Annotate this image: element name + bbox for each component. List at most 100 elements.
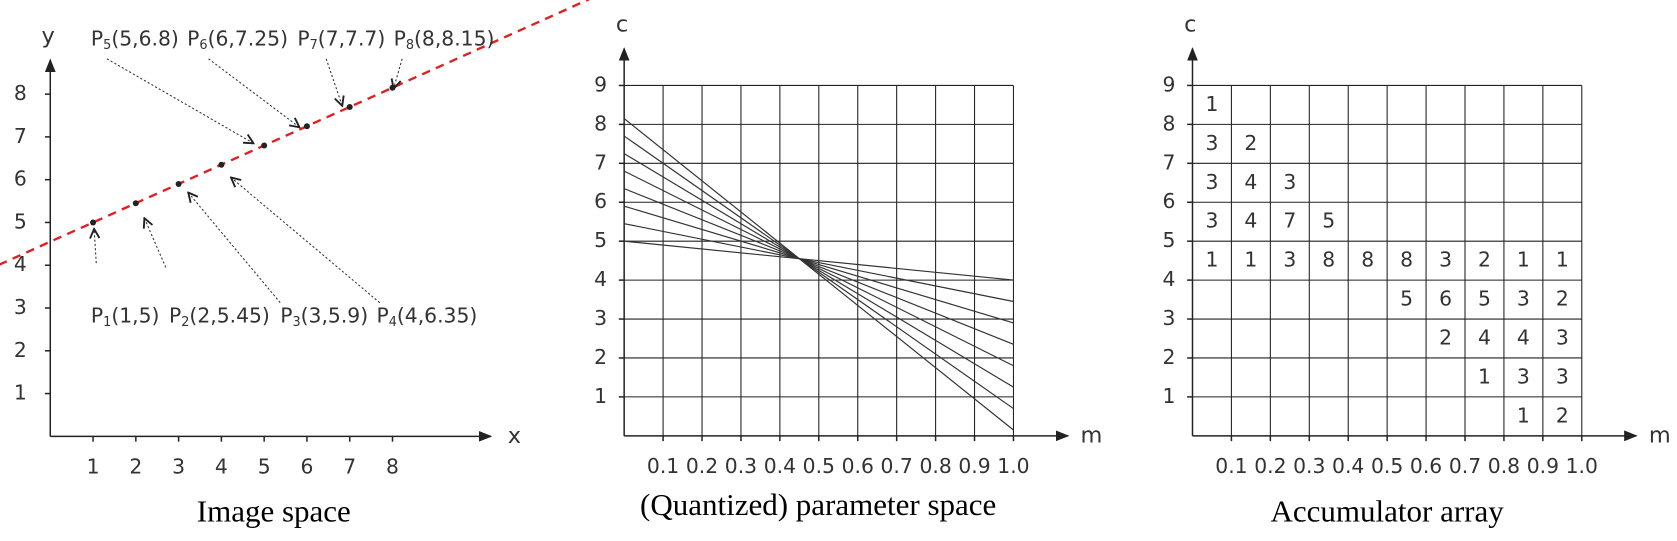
cell-count: 2	[1556, 287, 1569, 311]
pointer-arrow	[94, 229, 96, 264]
y-tick-label: 4	[594, 267, 607, 291]
axis-label: x	[508, 423, 521, 449]
y-tick-label: 7	[594, 150, 607, 174]
cell-count: 3	[1205, 170, 1218, 194]
y-tick-label: 1	[14, 381, 27, 405]
cell-count: 3	[1517, 364, 1530, 388]
parameter-line	[624, 240, 1014, 281]
caption: (Quantized) parameter space	[640, 487, 996, 522]
cell-count: 1	[1205, 92, 1218, 116]
y-tick-label: 1	[1162, 384, 1175, 408]
point-name: P	[394, 27, 406, 51]
cell-count: 5	[1478, 287, 1491, 311]
parameter-line	[623, 118, 1014, 431]
data-point	[90, 219, 97, 226]
cell-count: 2	[1244, 131, 1257, 155]
y-tick-label: 7	[1162, 150, 1175, 174]
y-tick-label: 8	[14, 81, 27, 105]
point-label: P8(8,8.15)	[394, 27, 495, 53]
cell-count: 2	[1556, 403, 1569, 427]
point-index: 5	[103, 37, 111, 52]
cell-count: 5	[1322, 209, 1335, 233]
y-tick-label: 5	[1162, 228, 1175, 252]
cell-count: 3	[1283, 248, 1296, 272]
cell-count: 2	[1478, 248, 1491, 272]
point-coords: (7,7.7)	[318, 27, 386, 51]
x-tick-label: 3	[172, 454, 185, 478]
y-tick-label: 6	[1162, 189, 1175, 213]
x-tick-label: 6	[300, 454, 313, 478]
cell-count: 1	[1517, 248, 1530, 272]
x-tick-label: 7	[343, 454, 356, 478]
x-tick-label: 0.5	[803, 454, 835, 478]
cell-count: 6	[1439, 287, 1452, 311]
cell-count: 8	[1361, 248, 1374, 272]
axis-label: m	[1649, 422, 1671, 448]
y-tick-label: 3	[14, 295, 27, 319]
point-coords: (1,5)	[111, 304, 159, 328]
point-coords: (8,8.15)	[414, 27, 494, 51]
x-tick-label: 1.0	[997, 454, 1029, 478]
cell-count: 3	[1556, 364, 1569, 388]
data-point	[389, 84, 396, 91]
x-tick-label: 0.3	[1293, 454, 1325, 478]
cell-count: 1	[1478, 364, 1491, 388]
point-coords: (3,5.9)	[301, 304, 369, 328]
x-tick-label: 0.7	[1449, 454, 1481, 478]
x-tick-label: 0.4	[1332, 454, 1364, 478]
cell-count: 7	[1283, 209, 1296, 233]
point-name: P	[91, 27, 103, 51]
pointer-arrow	[144, 218, 167, 268]
y-tick-label: 9	[594, 72, 607, 96]
x-tick-label: 0.7	[881, 454, 913, 478]
point-label: P1(1,5)	[91, 304, 160, 330]
fit-line	[0, 0, 590, 266]
x-tick-label: 0.4	[764, 454, 796, 478]
stage: Image space (Quantized) parameter space …	[0, 0, 1671, 529]
cell-count: 8	[1400, 248, 1413, 272]
x-tick-label: 0.8	[919, 454, 951, 478]
point-name: P	[280, 304, 292, 328]
x-tick-label: 0.9	[1527, 454, 1559, 478]
x-tick-label: 5	[258, 454, 271, 478]
x-tick-label: 0.3	[725, 454, 757, 478]
cell-count: 1	[1517, 403, 1530, 427]
x-tick-label: 0.1	[1215, 454, 1247, 478]
axis-label: y	[41, 23, 54, 49]
cell-count: 3	[1517, 287, 1530, 311]
point-index: 6	[199, 37, 207, 52]
point-name: P	[187, 27, 199, 51]
x-tick-label: 0.2	[1254, 454, 1286, 478]
parameter-line	[623, 170, 1014, 367]
cell-count: 1	[1556, 248, 1569, 272]
pointer-arrow	[188, 193, 281, 304]
y-tick-label: 8	[1162, 111, 1175, 135]
axis-label: c	[1184, 11, 1196, 37]
axis-label: m	[1081, 422, 1103, 448]
cell-count: 3	[1205, 209, 1218, 233]
point-index: 7	[310, 37, 318, 52]
cell-count: 1	[1205, 248, 1218, 272]
cell-count: 3	[1556, 325, 1569, 349]
axis-label: c	[616, 11, 628, 37]
pointer-arrow	[231, 178, 381, 304]
y-tick-label: 6	[594, 189, 607, 213]
cell-count: 3	[1439, 248, 1452, 272]
y-tick-label: 3	[594, 306, 607, 330]
y-tick-label: 2	[1162, 345, 1175, 369]
y-tick-label: 9	[1162, 72, 1175, 96]
data-point	[218, 161, 225, 168]
point-name: P	[376, 304, 388, 328]
point-coords: (2,5.45)	[189, 304, 269, 328]
x-tick-label: 0.8	[1488, 454, 1520, 478]
x-tick-label: 1	[87, 454, 100, 478]
x-tick-label: 0.6	[1410, 454, 1442, 478]
x-tick-label: 0.6	[842, 454, 874, 478]
y-tick-label: 2	[14, 338, 27, 362]
pointer-arrow	[325, 58, 342, 106]
cell-count: 4	[1244, 209, 1257, 233]
point-coords: (5,6.8)	[111, 27, 179, 51]
data-point	[346, 103, 353, 110]
cell-count: 4	[1244, 170, 1257, 194]
